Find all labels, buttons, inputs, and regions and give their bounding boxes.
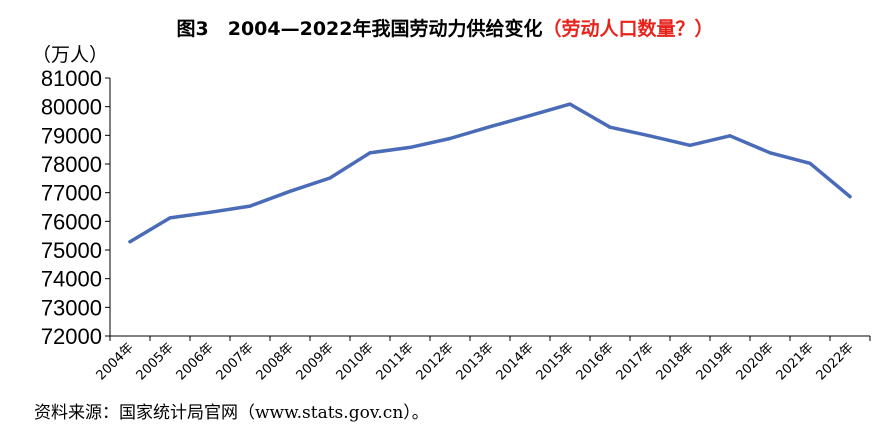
data-point [408,145,412,149]
x-tick-label: 2016年 [574,340,617,383]
y-tick-label: 78000 [41,152,102,177]
data-point [728,134,732,138]
data-point [528,113,532,118]
chart-title-main: 图3 2004—2022年我国劳动力供给变化 [176,18,543,40]
data-point [648,134,652,138]
y-tick-label: 72000 [41,324,102,349]
y-tick-label: 76000 [41,209,102,234]
x-tick-label: 2011年 [374,340,417,383]
series-line [128,102,852,244]
x-tick-label: 2008年 [254,340,297,383]
data-point [448,136,452,141]
x-tick-label: 2013年 [454,340,497,383]
x-tick-label: 2005年 [134,340,177,383]
chart-title-highlight: （劳动人口数量？） [542,18,714,40]
data-point [368,151,372,155]
y-tick-label: 77000 [41,181,102,206]
x-tick-label: 2022年 [814,340,857,383]
y-tick-label: 81000 [41,66,102,91]
x-tick-label: 2019年 [694,340,737,383]
x-tick-label: 2020年 [734,340,777,383]
x-tick-label: 2006年 [174,340,217,383]
data-point [808,161,812,165]
data-point [568,102,572,106]
chart-title: 图3 2004—2022年我国劳动力供给变化（劳动人口数量？） [0,14,890,41]
y-tick-label: 75000 [41,238,102,263]
x-tick-label: 2014年 [494,340,537,383]
x-tick-label: 2017年 [614,340,657,383]
data-point [608,125,612,129]
y-axis-ticks: 72000 73000 74000 75000 76000 77000 78000 79000… [41,66,110,349]
data-point [328,176,332,180]
y-tick-label: 74000 [41,267,102,292]
y-tick-label: 80000 [41,95,102,120]
x-tick-label: 2009年 [294,340,337,383]
chart-series [128,102,852,244]
data-point [208,210,212,214]
data-point [768,151,772,155]
y-tick-label: 73000 [41,295,102,320]
data-point [248,204,252,208]
x-tick-label: 2010年 [334,340,377,383]
chart-axes [109,78,870,337]
data-point [848,194,852,199]
data-point [128,240,132,244]
data-point [488,125,492,129]
x-tick-label: 2021年 [774,340,817,383]
y-tick-label: 79000 [41,123,102,148]
source-note: 资料来源：国家统计局官网（www.stats.gov.cn）。 [34,403,429,423]
x-tick-label: 2015年 [534,340,577,383]
x-tick-label: 2012年 [414,340,457,383]
data-point [288,189,292,193]
x-tick-label: 2018年 [654,340,697,383]
data-point [168,216,172,220]
y-axis-unit-label: （万人） [32,44,109,66]
data-point [688,143,692,147]
x-axis-ticks: 2004年2005年2006年2007年2008年2009年2010年2011年… [94,336,871,383]
x-tick-label: 2007年 [214,340,257,383]
